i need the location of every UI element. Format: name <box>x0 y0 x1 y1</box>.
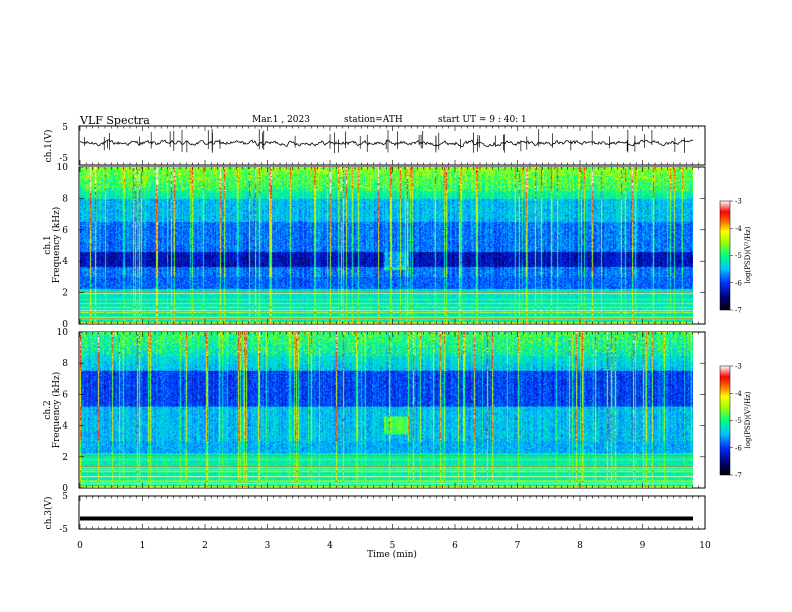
freq-tick-label: 4 <box>62 422 68 432</box>
colorbar-tick-label: -7 <box>735 307 742 315</box>
ch2-colorbar-scale <box>719 365 731 476</box>
station-label: station=ATH <box>344 115 403 125</box>
colorbar-tick-label: -6 <box>735 444 742 452</box>
x-axis-label: Time (min) <box>367 549 417 560</box>
freq-tick-label: 6 <box>62 226 68 236</box>
ch2-colorbar-label: log(PSD)(V²/Hz) <box>744 391 752 448</box>
freq-tick-label: 8 <box>62 359 68 369</box>
x-tick-label: 6 <box>452 541 458 551</box>
x-tick-label: 2 <box>202 541 208 551</box>
ch1-spectrogram <box>80 167 693 324</box>
colorbar-tick-label: -7 <box>735 472 742 480</box>
colorbar-tick-label: -4 <box>735 225 742 233</box>
x-tick-label: 10 <box>699 541 711 551</box>
ch1-spectrogram-ylabel-line2: Frequency (kHz) <box>51 207 62 284</box>
colorbar-tick-label: -5 <box>735 417 742 425</box>
ch3-ytick-top: 5 <box>62 492 68 502</box>
freq-tick-label: 0 <box>62 320 68 330</box>
freq-tick-label: 2 <box>62 453 68 463</box>
chart-title: VLF Spectra <box>80 114 150 127</box>
colorbar-tick-label: -4 <box>735 390 742 398</box>
ch2-spectrogram <box>80 332 693 488</box>
ch3-waveform-ylabel: ch.3(V) <box>43 497 54 530</box>
freq-tick-label: 2 <box>62 289 68 299</box>
freq-tick-label: 0 <box>62 484 68 494</box>
x-tick-label: 0 <box>77 541 83 551</box>
freq-tick-label: 10 <box>57 163 69 173</box>
ch1-spectrogram-yticks: 0 2 4 6 8 10 <box>57 163 705 330</box>
colorbar-tick-label: -3 <box>735 363 742 371</box>
ch1-ytick-bottom: -5 <box>59 154 68 164</box>
x-tick-label: 1 <box>140 541 146 551</box>
ch2-spectrogram-ylabel-line1: ch.2 <box>43 400 53 419</box>
freq-tick-label: 10 <box>57 328 69 338</box>
freq-tick-label: 4 <box>62 257 68 267</box>
ch3-ytick-bottom: -5 <box>59 525 68 535</box>
x-tick-label: 8 <box>577 541 583 551</box>
ch1-ytick-top: 5 <box>62 123 68 133</box>
freq-tick-label: 6 <box>62 390 68 400</box>
ch1-colorbar-label: log(PSD)(V²/Hz) <box>744 226 752 283</box>
ch2-spectrogram-image <box>80 332 693 488</box>
colorbar-tick-label: -6 <box>735 279 742 287</box>
colorbar-tick-label: -5 <box>735 252 742 260</box>
ch1-waveform-frame <box>78 125 706 166</box>
x-tick-labels: 0 1 2 3 4 5 6 7 8 9 10 <box>77 541 711 551</box>
ch3-waveform-frame <box>78 495 706 530</box>
ch2-spectrogram-yticks: 0 2 4 6 8 10 <box>57 328 705 494</box>
x-tick-label: 7 <box>515 541 521 551</box>
axis-ticks <box>79 126 706 529</box>
x-tick-label: 9 <box>640 541 646 551</box>
x-tick-label: 5 <box>390 541 396 551</box>
ch1-waveform-ylabel: ch.1(V) <box>43 130 54 163</box>
colorbar-tick-label: -3 <box>735 198 742 206</box>
ch1-spectrogram-ylabel-line1: ch.1 <box>43 235 53 254</box>
date-label: Mar.1 , 2023 <box>252 115 310 125</box>
x-tick-label: 4 <box>327 541 333 551</box>
ch2-spectrogram-ylabel-line2: Frequency (kHz) <box>51 372 62 449</box>
ch1-colorbar: -3 -4 -5 -6 -7 log(PSD)(V²/Hz) <box>719 198 752 315</box>
x-tick-label: 3 <box>265 541 271 551</box>
start-time-label: start UT = 9 : 40: 1 <box>438 115 527 125</box>
ch2-colorbar: -3 -4 -5 -6 -7 log(PSD)(V²/Hz) <box>719 363 752 480</box>
ch1-colorbar-scale <box>719 200 731 311</box>
ch1-spectrogram-image <box>80 167 693 324</box>
freq-tick-label: 8 <box>62 194 68 204</box>
ch1-waveform-spikes <box>84 129 685 153</box>
